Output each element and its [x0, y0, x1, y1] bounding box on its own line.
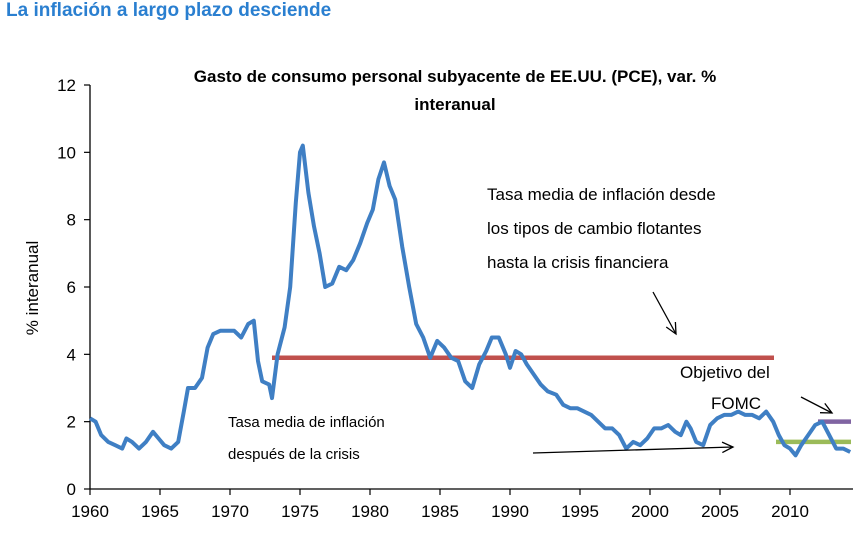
annotations: Tasa media de inflación desde los tipos d… [228, 185, 834, 463]
annotation-post-crisis-text: Tasa media de inflación [228, 414, 385, 431]
y-tick-label: 10 [57, 143, 76, 162]
x-tick-label: 1995 [561, 502, 599, 521]
arrow-shaft [652, 291, 677, 335]
y-tick-label: 12 [57, 76, 76, 95]
x-tick-label: 1985 [421, 502, 459, 521]
annotation-pre-crisis-text: Tasa media de inflación desde [487, 185, 716, 204]
x-tick-label: 1965 [141, 502, 179, 521]
x-tick-label: 1975 [281, 502, 319, 521]
x-tick-label: 1990 [491, 502, 529, 521]
arrow-head [665, 321, 677, 336]
arrow-fomc [800, 396, 834, 414]
pce-series-line [88, 143, 852, 458]
arrow-shaft [800, 396, 833, 414]
arrow-pre-crisis [652, 291, 677, 336]
annotation-pre-crisis-text: los tipos de cambio flotantes [487, 219, 702, 238]
arrow-shaft [532, 446, 734, 454]
y-tick-label: 8 [67, 211, 76, 230]
y-tick-label: 4 [67, 345, 76, 364]
y-tick-label: 0 [67, 480, 76, 499]
arrow-head [819, 403, 834, 414]
x-tick-label: 1980 [351, 502, 389, 521]
annotation-fomc-text: FOMC [711, 394, 761, 413]
arrow-head [721, 441, 735, 454]
x-tick-label: 1960 [71, 502, 109, 521]
annotation-post-crisis-text: después de la crisis [228, 446, 360, 463]
annotation-pre-crisis-text: hasta la crisis financiera [487, 253, 669, 272]
series [88, 143, 852, 458]
x-tick-label: 1970 [211, 502, 249, 521]
chart-title-line1: Gasto de consumo personal subyacente de … [194, 67, 716, 86]
x-tick-label: 2010 [771, 502, 809, 521]
x-tick-label: 2000 [631, 502, 669, 521]
chart-title-line2: interanual [414, 95, 495, 114]
axes: 0 2 4 6 8 10 12 1960 1965 1970 1975 1980 1985 1990 199… [57, 76, 853, 521]
x-tick-label: 2005 [701, 502, 739, 521]
arrow-post-crisis [532, 441, 735, 454]
y-tick-label: 6 [67, 278, 76, 297]
y-tick-label: 2 [67, 413, 76, 432]
annotation-fomc-text: Objetivo del [680, 363, 770, 382]
y-axis-label: % interanual [23, 241, 42, 336]
page-heading: La inflación a largo plazo desciende [6, 0, 332, 21]
